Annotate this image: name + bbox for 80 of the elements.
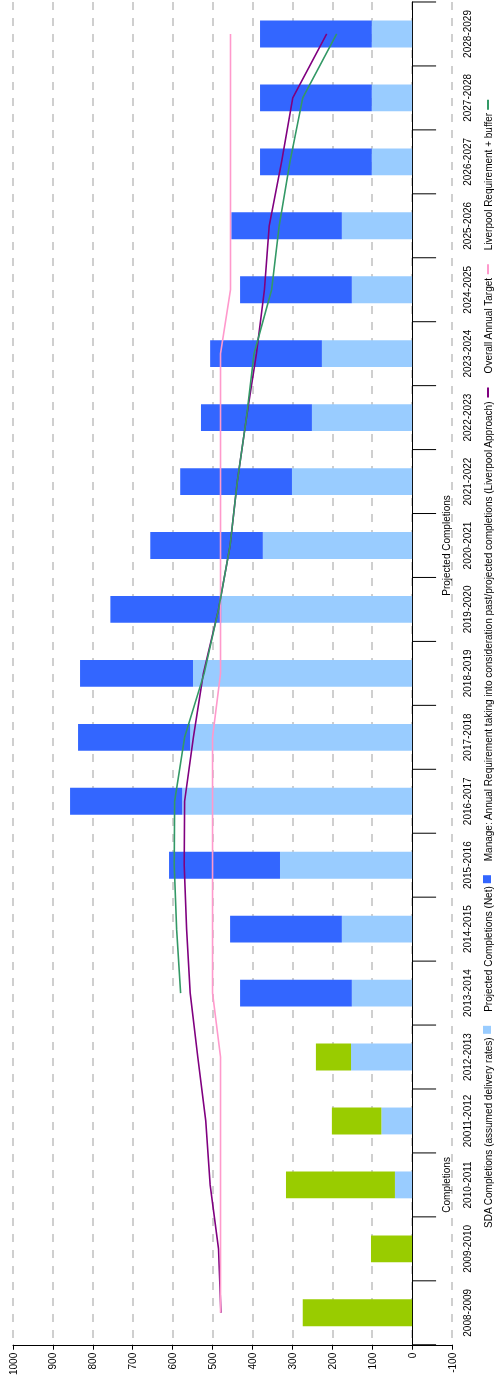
bar	[260, 84, 372, 112]
bar	[285, 1171, 395, 1199]
y-tick-label: 20011-2012	[461, 1094, 473, 1148]
y-tick-label: 2010-2011	[461, 1160, 473, 1209]
bar	[110, 596, 222, 623]
bar	[351, 979, 413, 1007]
bar	[370, 1235, 413, 1263]
x-tick-label: 500	[207, 1352, 219, 1370]
bar	[371, 20, 413, 48]
legend-label: Projected Completions (Net)	[482, 886, 494, 1012]
bar	[341, 212, 413, 240]
x-tick-label: 600	[167, 1352, 179, 1370]
y-tick-label: 2027-2028	[461, 73, 473, 122]
bar	[150, 532, 263, 559]
y-tick-label: 2021-2022	[461, 457, 473, 506]
y-tick-label: 2024-2025	[461, 265, 473, 314]
bar	[321, 340, 413, 368]
bar	[80, 659, 193, 687]
legend-label: Liverpool Requirement + buffer	[482, 112, 494, 251]
x-tick-label: 700	[127, 1352, 139, 1370]
bar	[315, 1043, 352, 1071]
y-tick-label: 2025-2026	[461, 201, 473, 250]
bar	[351, 1043, 413, 1071]
bar	[302, 1299, 413, 1327]
y-tick-label: 2015-2016	[461, 840, 473, 890]
y-tick-label: 2019-2020	[461, 585, 473, 634]
x-tick-label: 900	[47, 1352, 59, 1370]
x-tick-label: 300	[286, 1352, 298, 1370]
y-tick-label: 2026-2027	[461, 137, 473, 186]
legend-label: Overall Annual Target	[482, 277, 494, 374]
bar	[180, 468, 292, 495]
y-tick-label: 2008-2009	[461, 1288, 473, 1337]
y-tick-label: 2014-2015	[461, 904, 473, 954]
y-tick-label: 2020-2021	[461, 521, 473, 570]
bar	[351, 276, 413, 304]
bar	[260, 20, 372, 48]
y-tick-label: 2009-2010	[461, 1224, 473, 1273]
bar	[240, 979, 352, 1007]
bar	[260, 148, 372, 176]
x-tick-label: 200	[326, 1352, 338, 1370]
bar	[291, 468, 413, 495]
x-tick-label: -100	[446, 1352, 458, 1373]
bar	[262, 532, 413, 559]
bar	[221, 596, 413, 623]
y-tick-label: 2012-2013	[461, 1032, 473, 1081]
bar	[192, 659, 413, 687]
bar	[200, 404, 312, 432]
bar	[279, 851, 413, 879]
y-tick-label: 2023-2024	[461, 329, 473, 378]
bar	[341, 915, 413, 943]
bar	[311, 404, 413, 432]
bar	[169, 851, 280, 879]
bar	[78, 723, 191, 751]
x-tick-label: 1000	[7, 1352, 19, 1375]
y-tick-label: 2013-2014	[461, 968, 473, 1017]
legend-label: SDA Completions (assumed delivery rates)	[482, 1037, 494, 1228]
y-tick-label: 2028-2029	[461, 9, 473, 58]
y-tick-label: 2017-2018	[461, 712, 473, 762]
bar	[381, 1107, 413, 1135]
y-tick-label: 2018-2019	[461, 649, 473, 698]
bar	[231, 212, 342, 240]
bar	[371, 148, 413, 176]
annotation: Completions	[440, 1157, 452, 1213]
bar	[70, 787, 183, 815]
bar	[182, 787, 413, 815]
annotation: Projected Completions	[440, 495, 452, 596]
bar	[331, 1107, 382, 1135]
x-tick-label: 0	[406, 1352, 418, 1359]
x-tick-label: 800	[87, 1352, 99, 1370]
bar	[371, 84, 413, 112]
bar	[190, 723, 413, 751]
bar	[230, 915, 342, 943]
y-tick-label: 2016-2017	[461, 776, 473, 826]
legend-label: Manage: Annual Requirement taking into consideration past/projected completions (Liverpool Approach)	[482, 401, 494, 862]
x-tick-label: 100	[366, 1352, 378, 1370]
y-tick-label: 2022-2023	[461, 393, 473, 442]
bar	[394, 1171, 413, 1199]
x-tick-label: 400	[246, 1352, 258, 1370]
bar	[240, 276, 352, 304]
bar	[210, 340, 322, 368]
